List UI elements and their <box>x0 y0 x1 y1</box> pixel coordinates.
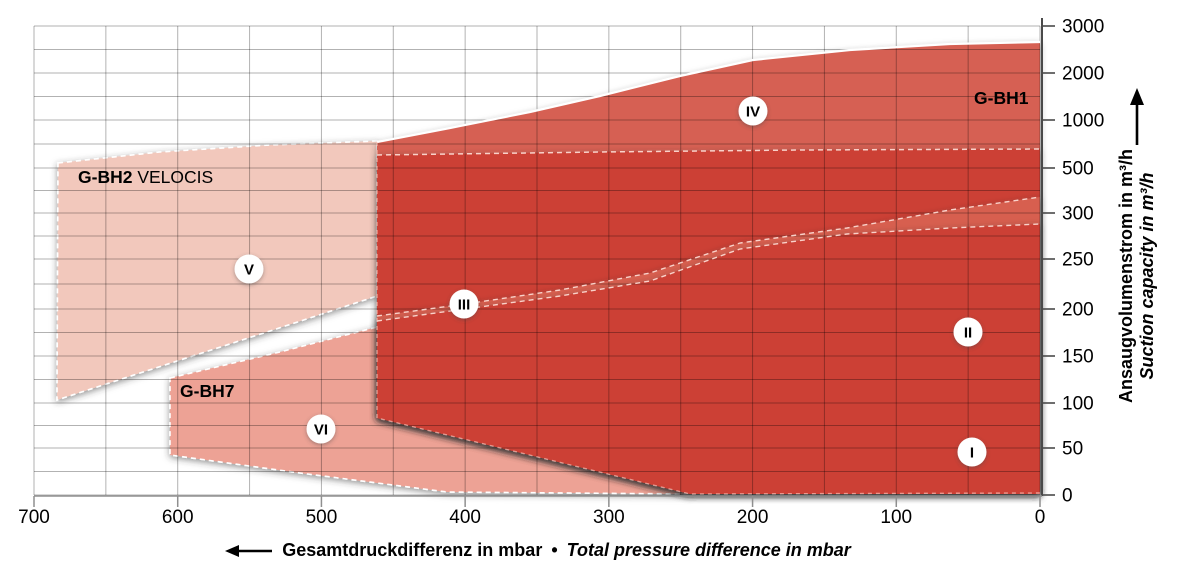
region-g-bh1-zone2-lower <box>377 224 1040 494</box>
y-tick-label: 3000 <box>1062 17 1104 38</box>
zone-marker-circle-I <box>957 437 987 467</box>
region-label-bold: G-BH2 <box>78 167 133 187</box>
region-label-bold: G-BH7 <box>180 381 234 401</box>
zone-marker-circle-III <box>449 289 479 319</box>
zone-marker-numeral: VI <box>314 421 328 438</box>
zone-marker-circle-IV <box>738 96 768 126</box>
y-tick-label: 2000 <box>1062 64 1104 85</box>
y-axis-title-en: Suction capacity in m³/h <box>1137 172 1157 380</box>
y-tick-label: 200 <box>1062 300 1094 321</box>
up-arrow-icon <box>1130 88 1144 145</box>
zone-marker-numeral: IV <box>746 103 760 120</box>
x-tick-label: 600 <box>162 507 194 528</box>
x-tick-label: 700 <box>18 507 50 528</box>
edge-zone4-boundary-dash <box>376 148 1041 156</box>
y-tick-label: 1000 <box>1062 111 1104 132</box>
y-axis-title-de: Ansaugvolumenstrom in m³/h <box>1116 148 1136 404</box>
zone-marker-circle-VI <box>306 414 336 444</box>
grid <box>33 25 1041 496</box>
zone-marker-numeral: II <box>964 324 972 341</box>
region-label: G-BH7 <box>180 381 234 401</box>
y-tick-label: 0 <box>1062 486 1073 507</box>
y-axis-title: Ansaugvolumenstrom in m³/h Suction capac… <box>1116 149 1158 403</box>
x-tick-label: 100 <box>880 507 912 528</box>
zone-marker-circle-II <box>953 317 983 347</box>
region-label-regular: VELOCIS <box>132 167 213 187</box>
x-tick-label: 0 <box>1035 507 1046 528</box>
x-axis-title-en: Total pressure difference in mbar <box>566 540 851 560</box>
region-g-bh2-velocis <box>56 140 378 402</box>
x-tick-label: 500 <box>306 507 338 528</box>
region-label: G-BH1 <box>974 88 1029 108</box>
y-tick-label: 300 <box>1062 204 1094 225</box>
y-tick-label: 50 <box>1062 439 1083 460</box>
y-tick-label: 500 <box>1062 159 1094 180</box>
y-tick-label: 150 <box>1062 347 1094 368</box>
x-tick-label: 400 <box>449 507 481 528</box>
region-label: G-BH2 VELOCIS <box>78 167 213 187</box>
zone-marker-numeral: III <box>458 296 471 313</box>
edge-g-bh1-top-curve <box>376 40 1041 144</box>
x-axis-title-de: Gesamtdruckdifferenz in mbar <box>282 540 543 560</box>
zone-marker-numeral: V <box>244 261 254 278</box>
x-axis-title-separator: • <box>551 540 558 560</box>
y-tick-label: 100 <box>1062 394 1094 415</box>
x-tick-label: 300 <box>593 507 625 528</box>
x-axis-title: Gesamtdruckdifferenz in mbar • Total pre… <box>0 540 1076 561</box>
region-label-bold: G-BH1 <box>974 88 1029 108</box>
x-tick-label: 200 <box>737 507 769 528</box>
edge-g-bh1-left-bottom-dash <box>376 142 1041 495</box>
zone-marker-circle-V <box>234 254 264 284</box>
zone-marker-numeral: I <box>970 444 974 461</box>
y-tick-label: 250 <box>1062 250 1094 271</box>
left-arrow-icon <box>225 544 273 557</box>
